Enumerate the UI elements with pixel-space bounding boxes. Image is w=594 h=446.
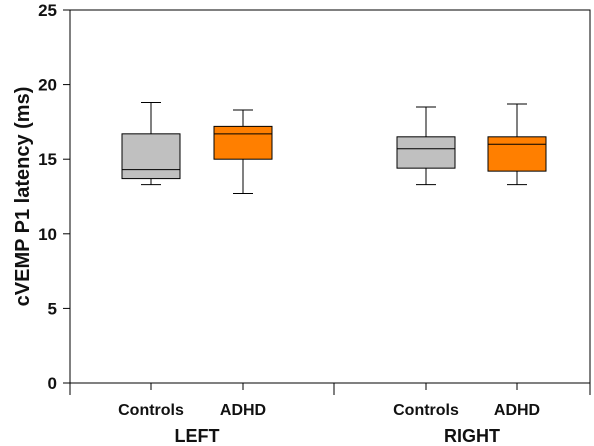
box-right-controls [396,106,456,186]
iqr-box [213,125,273,160]
boxes [121,102,547,195]
y-tick-label: 15 [38,150,57,169]
iqr-box [396,136,456,169]
y-tick-label: 20 [38,76,57,95]
y-tick-label: 0 [48,374,57,393]
y-axis: 0 5 10 15 20 25 [38,1,70,393]
y-tick-label: 25 [38,1,57,20]
x-group-label: LEFT [175,426,220,446]
box-left-controls [121,102,181,186]
plot-frame [69,9,591,384]
x-category-label: ADHD [494,402,540,419]
x-category-label: Controls [393,402,459,419]
x-group-label: RIGHT [444,426,500,446]
y-tick-label: 5 [48,299,57,318]
iqr-box [487,136,547,172]
y-axis-title: cVEMP P1 latency (ms) [12,87,34,307]
x-category-label: ADHD [220,402,266,419]
iqr-box [121,133,181,180]
y-tick-label: 10 [38,225,57,244]
x-axis [69,383,591,395]
plot-area-border [69,9,591,384]
x-category-label: Controls [118,402,184,419]
box-left-adhd [213,109,273,195]
box-right-adhd [487,103,547,186]
